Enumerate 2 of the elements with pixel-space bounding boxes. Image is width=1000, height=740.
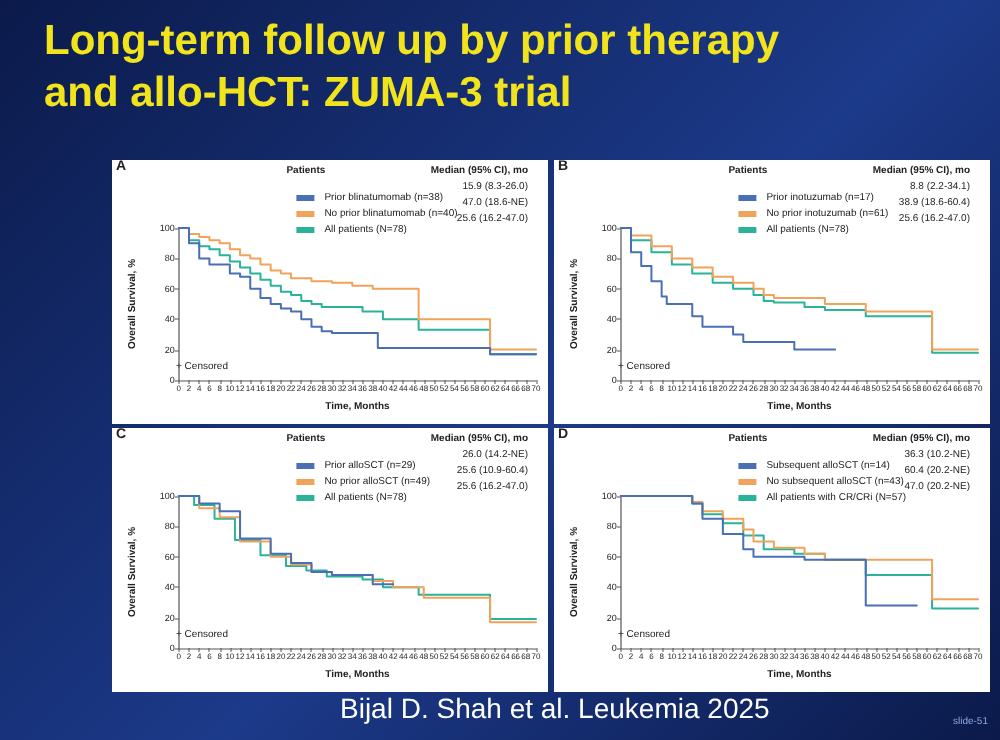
text: Bijal D. Shah et al. Leukemia 2025 — [340, 692, 770, 724]
text: Long-term follow up by prior therapy and allo-HCT: ZUMA-3 trial — [44, 16, 781, 120]
